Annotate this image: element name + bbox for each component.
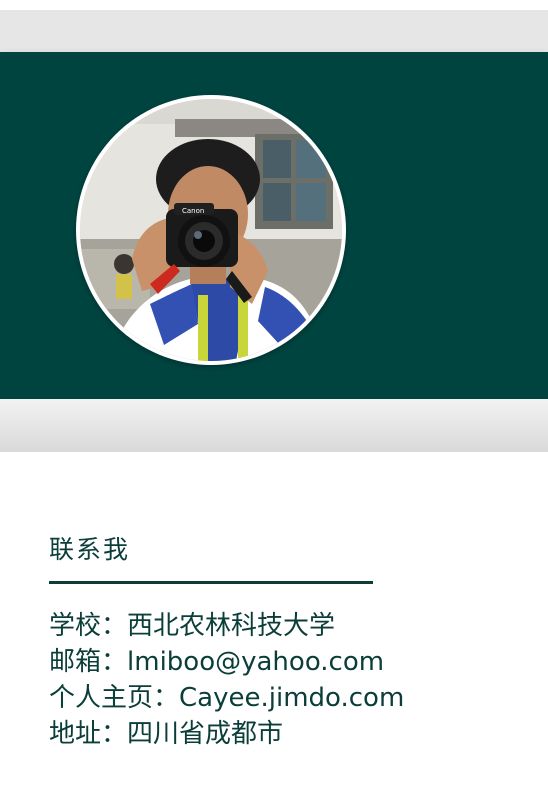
contact-title: 联系我	[49, 535, 131, 564]
email-link[interactable]: lmiboo@yahoo.com	[127, 647, 385, 677]
title-divider	[49, 581, 373, 584]
contact-row-school: 学校：西北农林科技大学	[49, 608, 404, 644]
avatar: Canon	[80, 99, 342, 361]
top-card-edge	[0, 0, 548, 10]
contact-row-homepage: 个人主页：Cayee.jimdo.com	[49, 680, 404, 716]
school-value: 西北农林科技大学	[127, 611, 336, 641]
address-value: 四川省成都市	[127, 719, 284, 749]
card-gap-bottom	[0, 399, 548, 452]
card-gap-top	[0, 10, 548, 52]
camera-brand: Canon	[182, 207, 204, 215]
homepage-label: 个人主页：	[49, 683, 180, 713]
avatar-frame: Canon	[76, 95, 346, 365]
contact-row-email: 邮箱：lmiboo@yahoo.com	[49, 644, 404, 680]
contact-card: 联系我 学校：西北农林科技大学 邮箱：lmiboo@yahoo.com 个人主页…	[0, 452, 548, 800]
school-label: 学校：	[49, 611, 128, 641]
contact-row-address: 地址：四川省成都市	[49, 716, 404, 752]
email-label: 邮箱：	[49, 647, 128, 677]
homepage-link[interactable]: Cayee.jimdo.com	[179, 683, 405, 713]
avatar-photo: Canon	[80, 99, 342, 361]
address-label: 地址：	[49, 719, 128, 749]
profile-hero: Canon	[0, 52, 548, 399]
contact-info-list: 学校：西北农林科技大学 邮箱：lmiboo@yahoo.com 个人主页：Cay…	[49, 608, 404, 752]
